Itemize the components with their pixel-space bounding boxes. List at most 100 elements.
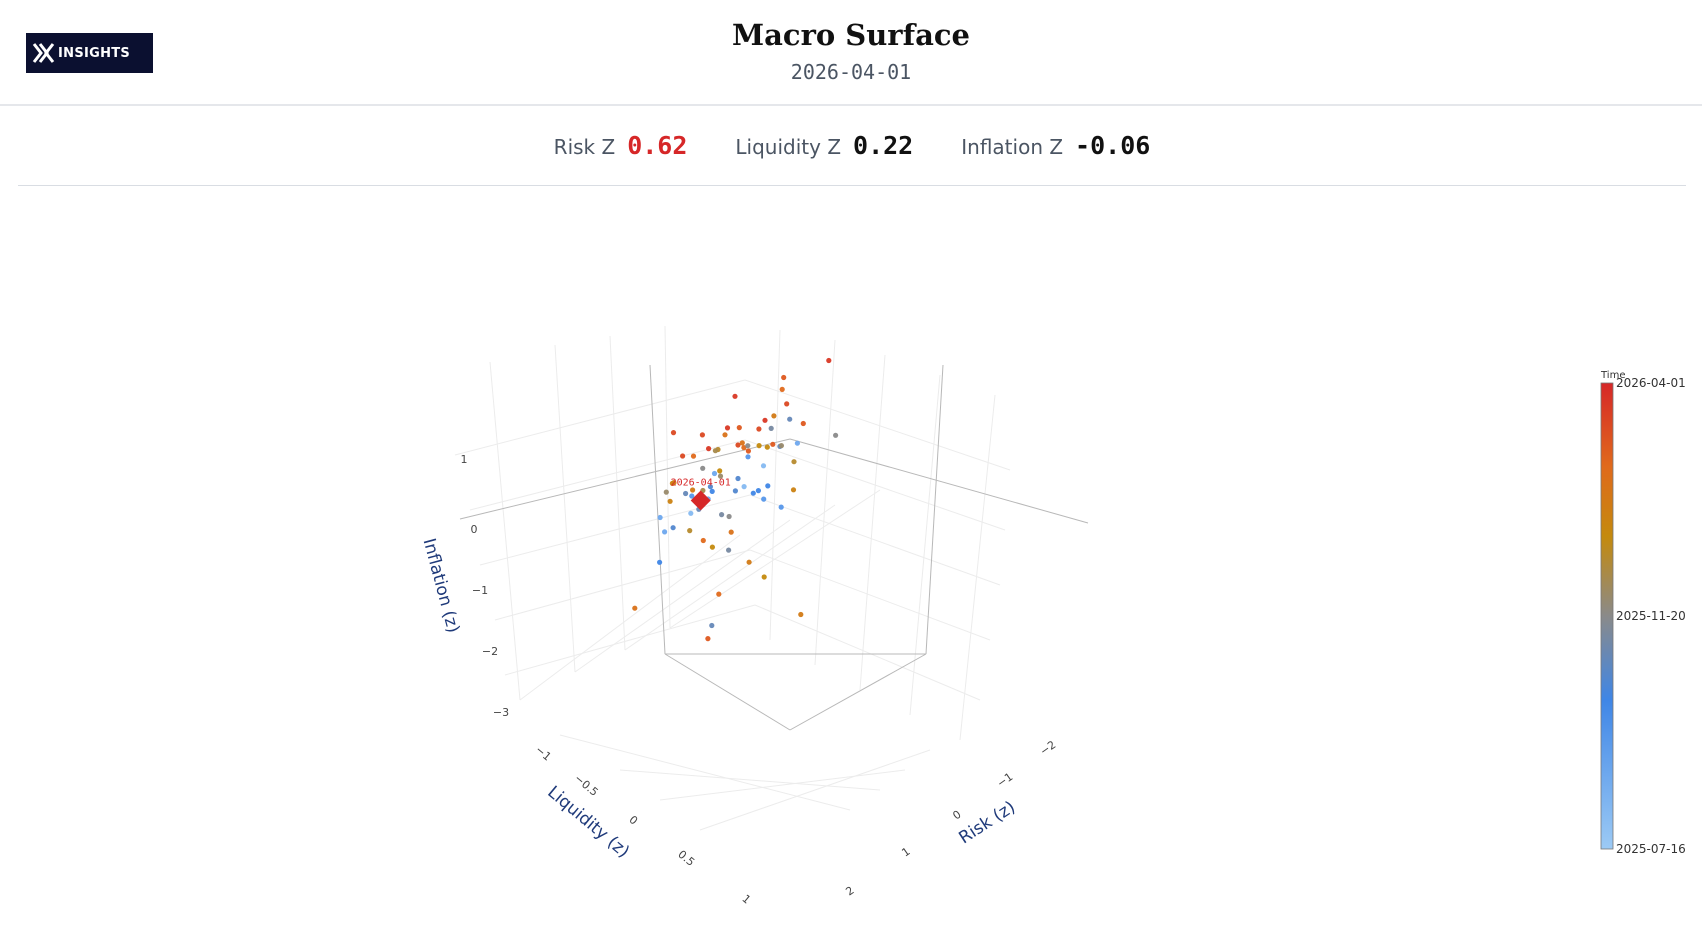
data-point[interactable] bbox=[771, 413, 777, 419]
current-marker[interactable]: 2026-04-01 bbox=[671, 477, 731, 511]
data-point[interactable] bbox=[700, 465, 706, 471]
data-point[interactable] bbox=[726, 547, 732, 553]
data-point[interactable] bbox=[728, 529, 734, 535]
axis-edge bbox=[925, 364, 944, 655]
x-tick-label: −1 bbox=[995, 770, 1016, 790]
data-point[interactable] bbox=[700, 537, 706, 544]
data-point[interactable] bbox=[778, 504, 784, 510]
data-point[interactable] bbox=[764, 444, 770, 450]
x-tick-label: 0 bbox=[950, 808, 963, 823]
data-point[interactable] bbox=[663, 489, 669, 495]
data-point[interactable] bbox=[791, 459, 797, 465]
data-point[interactable] bbox=[778, 443, 785, 449]
grid-line bbox=[749, 494, 1001, 586]
data-point[interactable] bbox=[768, 425, 774, 431]
data-point[interactable] bbox=[735, 442, 741, 448]
data-point[interactable] bbox=[761, 574, 767, 580]
data-point[interactable] bbox=[690, 487, 696, 493]
data-point[interactable] bbox=[726, 513, 732, 520]
data-point[interactable] bbox=[699, 432, 706, 438]
z-tick-label: −2 bbox=[482, 645, 498, 658]
grid-line bbox=[909, 374, 941, 716]
data-point[interactable] bbox=[709, 622, 715, 629]
data-point[interactable] bbox=[833, 432, 839, 438]
data-point[interactable] bbox=[670, 525, 676, 531]
data-point[interactable] bbox=[689, 493, 695, 499]
data-point[interactable] bbox=[800, 420, 806, 427]
data-point[interactable] bbox=[770, 441, 776, 447]
data-point[interactable] bbox=[761, 496, 767, 502]
colorbar-tick-label: 2025-11-20 bbox=[1616, 609, 1686, 623]
data-point[interactable] bbox=[756, 426, 762, 432]
data-point[interactable] bbox=[632, 605, 638, 611]
data-point[interactable] bbox=[680, 453, 686, 459]
data-point[interactable] bbox=[705, 636, 711, 642]
data-point[interactable] bbox=[706, 446, 712, 452]
data-point[interactable] bbox=[798, 611, 804, 618]
data-point[interactable] bbox=[736, 425, 742, 431]
data-point[interactable] bbox=[790, 487, 797, 493]
current-point-marker[interactable] bbox=[690, 490, 711, 511]
data-point[interactable] bbox=[732, 488, 739, 494]
data-point[interactable] bbox=[750, 490, 756, 496]
data-point[interactable] bbox=[719, 512, 725, 518]
data-point[interactable] bbox=[745, 443, 751, 449]
data-point[interactable] bbox=[826, 357, 832, 364]
data-point[interactable] bbox=[717, 468, 723, 474]
grid-line bbox=[494, 549, 751, 621]
scatter3d-chart[interactable]: 1 0 −1 −2 −3 −1 −0.5 0 0.5 1 −2 −1 0 1 2 Inflation (z)… bbox=[0, 186, 1702, 921]
grid-line bbox=[959, 394, 996, 741]
grid-line bbox=[754, 604, 981, 701]
data-point[interactable] bbox=[741, 484, 747, 490]
data-point[interactable] bbox=[688, 510, 694, 516]
data-point[interactable] bbox=[724, 425, 731, 431]
data-point[interactable] bbox=[765, 483, 771, 489]
data-point[interactable] bbox=[794, 440, 801, 446]
data-point[interactable] bbox=[709, 488, 715, 494]
data-point[interactable] bbox=[735, 475, 741, 482]
data-point[interactable] bbox=[784, 401, 790, 407]
data-point[interactable] bbox=[717, 473, 724, 479]
data-point[interactable] bbox=[662, 529, 668, 535]
data-points[interactable] bbox=[632, 357, 839, 642]
data-point[interactable] bbox=[762, 417, 768, 423]
data-point[interactable] bbox=[712, 448, 719, 454]
data-point[interactable] bbox=[683, 490, 689, 497]
data-point[interactable] bbox=[756, 443, 762, 449]
data-point[interactable] bbox=[760, 463, 767, 469]
data-point[interactable] bbox=[746, 559, 752, 565]
data-point[interactable] bbox=[745, 454, 751, 460]
data-point[interactable] bbox=[779, 386, 785, 392]
data-point[interactable] bbox=[690, 453, 697, 459]
brand-logo[interactable]: INSIGHTS bbox=[26, 33, 153, 73]
data-point[interactable] bbox=[711, 470, 718, 477]
data-point[interactable] bbox=[667, 498, 673, 504]
data-point[interactable] bbox=[687, 528, 693, 534]
data-point[interactable] bbox=[739, 440, 745, 446]
data-point[interactable] bbox=[707, 484, 714, 490]
grid-line bbox=[519, 534, 741, 701]
x-tick-label: 1 bbox=[899, 845, 912, 860]
data-point[interactable] bbox=[709, 544, 716, 550]
grid-line bbox=[744, 379, 1011, 471]
data-point[interactable] bbox=[716, 591, 722, 597]
data-point[interactable] bbox=[787, 416, 793, 422]
data-point[interactable] bbox=[722, 432, 728, 438]
data-point[interactable] bbox=[755, 488, 762, 494]
colorbar-tick-label: 2025-07-16 bbox=[1616, 842, 1686, 856]
data-point[interactable] bbox=[741, 445, 747, 451]
data-point[interactable] bbox=[781, 374, 787, 381]
data-point[interactable] bbox=[657, 559, 663, 565]
metric-risk: Risk Z 0.62 bbox=[554, 131, 688, 160]
z-tick-label: 0 bbox=[471, 523, 478, 536]
metric-value: 0.62 bbox=[627, 130, 688, 160]
data-point[interactable] bbox=[745, 448, 752, 454]
data-point[interactable] bbox=[670, 430, 677, 436]
data-point[interactable] bbox=[732, 393, 738, 399]
grid-line bbox=[769, 329, 781, 641]
data-point[interactable] bbox=[669, 480, 676, 486]
x-axis-title: Risk (z) bbox=[955, 797, 1019, 848]
data-point[interactable] bbox=[657, 514, 663, 521]
grid-line bbox=[504, 604, 756, 676]
grid-line bbox=[554, 344, 576, 673]
